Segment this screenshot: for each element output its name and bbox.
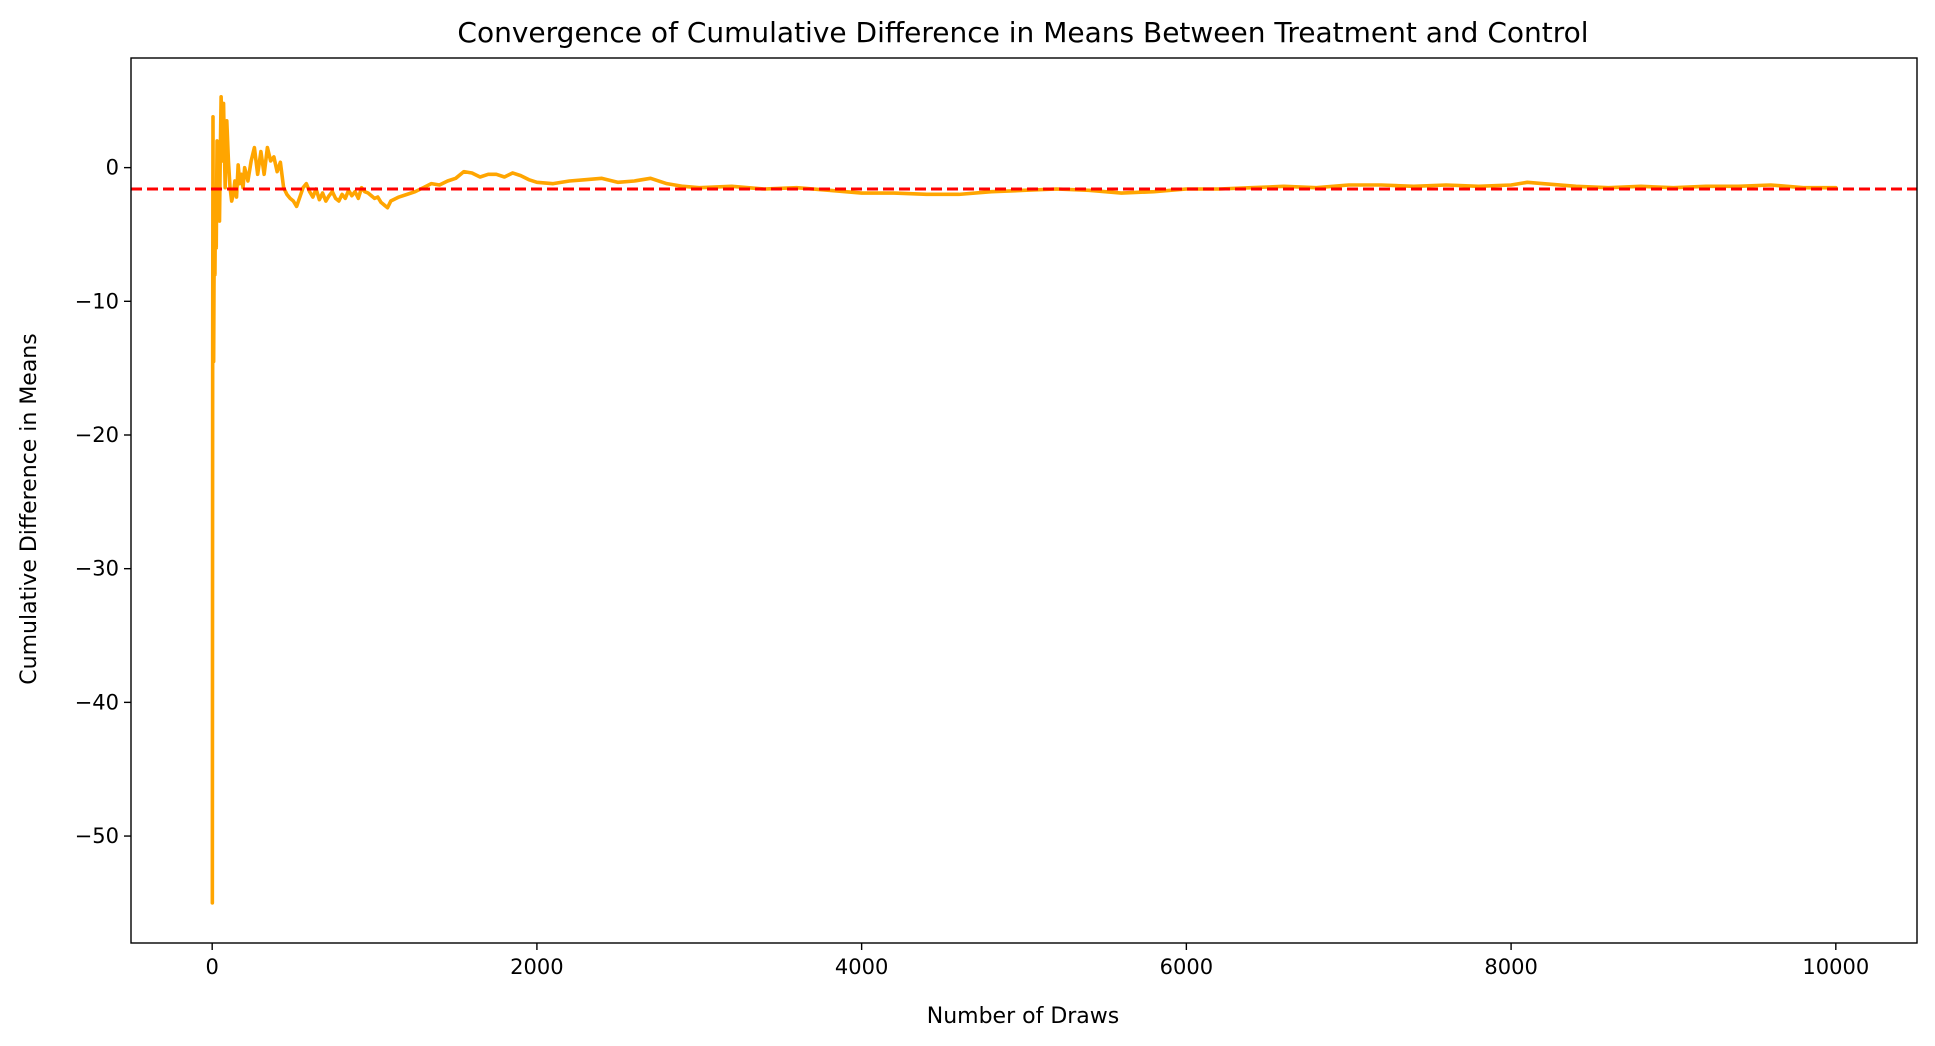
x-tick-label: 4000 bbox=[835, 955, 888, 979]
y-tick-label: −50 bbox=[75, 824, 119, 848]
plot-area bbox=[131, 94, 1917, 905]
x-tick-label: 6000 bbox=[1160, 955, 1213, 979]
y-axis-label: Cumulative Difference in Means bbox=[17, 333, 42, 684]
y-tick-label: −30 bbox=[75, 557, 119, 581]
chart-title: Convergence of Cumulative Difference in … bbox=[457, 16, 1588, 49]
y-tick-label: −40 bbox=[75, 690, 119, 714]
x-tick-label: 8000 bbox=[1484, 955, 1537, 979]
plot-frame bbox=[130, 57, 1918, 944]
series-line-cumulative-difference bbox=[210, 94, 1838, 905]
x-tick-label: 0 bbox=[205, 955, 218, 979]
y-tick-label: 0 bbox=[106, 156, 119, 180]
x-tick-label: 2000 bbox=[510, 955, 563, 979]
y-tick-label: −20 bbox=[75, 423, 119, 447]
axes: 0 2000 4000 6000 8000 10000 0 −10 −20 −30 −40 −50 bbox=[75, 57, 1918, 979]
y-tick-label: −10 bbox=[75, 289, 119, 313]
x-tick-label: 10000 bbox=[1802, 955, 1869, 979]
x-axis-label: Number of Draws bbox=[927, 1004, 1120, 1029]
